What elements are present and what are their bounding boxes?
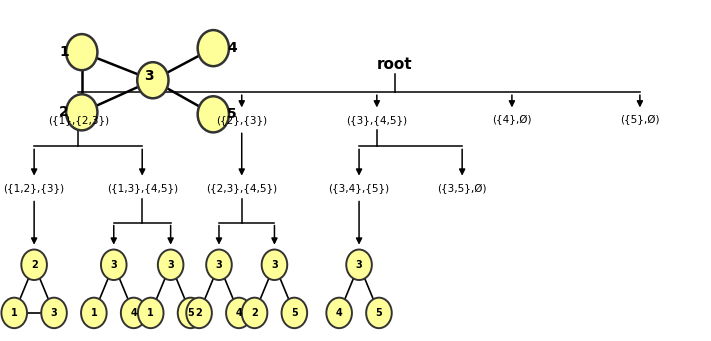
Text: 3: 3 xyxy=(356,260,363,270)
Ellipse shape xyxy=(81,298,107,328)
Ellipse shape xyxy=(242,298,267,328)
Text: root: root xyxy=(377,57,412,72)
Text: 3: 3 xyxy=(50,308,58,318)
Text: 5: 5 xyxy=(187,308,194,318)
Ellipse shape xyxy=(101,250,127,280)
Ellipse shape xyxy=(346,250,372,280)
Ellipse shape xyxy=(262,250,287,280)
Ellipse shape xyxy=(41,298,67,328)
Text: ({3},{4,5}): ({3},{4,5}) xyxy=(346,115,407,125)
Text: 3: 3 xyxy=(271,260,278,270)
Text: 2: 2 xyxy=(251,308,258,318)
Ellipse shape xyxy=(178,298,203,328)
Text: 4: 4 xyxy=(227,41,237,55)
Text: 3: 3 xyxy=(144,69,154,83)
Text: 1: 1 xyxy=(147,308,154,318)
Ellipse shape xyxy=(138,298,164,328)
Ellipse shape xyxy=(121,298,146,328)
Text: ({2},{3}): ({2},{3}) xyxy=(216,115,267,125)
Text: 5: 5 xyxy=(227,107,237,121)
Text: 4: 4 xyxy=(130,308,137,318)
Ellipse shape xyxy=(1,298,27,328)
Text: 1: 1 xyxy=(59,45,69,59)
Ellipse shape xyxy=(226,298,252,328)
Ellipse shape xyxy=(366,298,392,328)
Text: 5: 5 xyxy=(291,308,298,318)
Ellipse shape xyxy=(198,30,229,66)
Ellipse shape xyxy=(186,298,212,328)
Ellipse shape xyxy=(66,94,97,130)
Text: 3: 3 xyxy=(215,260,223,270)
Text: 3: 3 xyxy=(110,260,117,270)
Text: 4: 4 xyxy=(336,308,343,318)
Text: ({2,3},{4,5}): ({2,3},{4,5}) xyxy=(206,183,277,194)
Text: 1: 1 xyxy=(11,308,18,318)
Ellipse shape xyxy=(21,250,47,280)
Text: ({1,2},{3}): ({1,2},{3}) xyxy=(4,183,65,194)
Ellipse shape xyxy=(198,96,229,132)
Text: ({5},Ø): ({5},Ø) xyxy=(620,115,660,125)
Text: 4: 4 xyxy=(235,308,242,318)
Text: ({4},Ø): ({4},Ø) xyxy=(492,115,532,125)
Text: 2: 2 xyxy=(59,105,69,119)
Ellipse shape xyxy=(326,298,352,328)
Ellipse shape xyxy=(282,298,307,328)
Text: ({3,4},{5}): ({3,4},{5}) xyxy=(328,183,390,194)
Text: 2: 2 xyxy=(31,260,38,270)
Text: ({1,3},{4,5}): ({1,3},{4,5}) xyxy=(107,183,178,194)
Text: 3: 3 xyxy=(167,260,174,270)
Text: 1: 1 xyxy=(90,308,97,318)
Text: 5: 5 xyxy=(375,308,383,318)
Ellipse shape xyxy=(66,34,97,70)
Text: ({1},{2,3}): ({1},{2,3}) xyxy=(48,115,109,125)
Ellipse shape xyxy=(206,250,232,280)
Ellipse shape xyxy=(137,62,169,98)
Ellipse shape xyxy=(158,250,183,280)
Text: ({3,5},Ø): ({3,5},Ø) xyxy=(437,183,487,194)
Text: 2: 2 xyxy=(196,308,203,318)
